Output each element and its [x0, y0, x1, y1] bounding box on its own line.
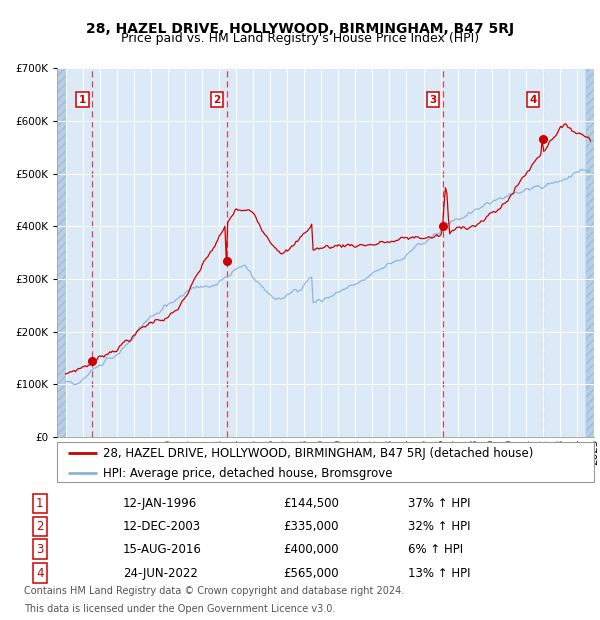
- Text: £400,000: £400,000: [283, 542, 339, 556]
- Text: 3: 3: [36, 542, 43, 556]
- Text: £565,000: £565,000: [283, 567, 339, 580]
- Text: 4: 4: [529, 95, 537, 105]
- Text: Contains HM Land Registry data © Crown copyright and database right 2024.: Contains HM Land Registry data © Crown c…: [24, 587, 404, 596]
- Text: 2: 2: [36, 520, 44, 533]
- Bar: [57, 68, 67, 437]
- Text: 6% ↑ HPI: 6% ↑ HPI: [407, 542, 463, 556]
- Text: £335,000: £335,000: [283, 520, 339, 533]
- Text: 12-JAN-1996: 12-JAN-1996: [122, 497, 197, 510]
- Text: 12-DEC-2003: 12-DEC-2003: [122, 520, 201, 533]
- Text: 2: 2: [214, 95, 221, 105]
- Text: 15-AUG-2016: 15-AUG-2016: [122, 542, 202, 556]
- Bar: [57, 68, 67, 437]
- Text: Price paid vs. HM Land Registry's House Price Index (HPI): Price paid vs. HM Land Registry's House …: [121, 32, 479, 45]
- Text: 28, HAZEL DRIVE, HOLLYWOOD, BIRMINGHAM, B47 5RJ: 28, HAZEL DRIVE, HOLLYWOOD, BIRMINGHAM, …: [86, 22, 514, 36]
- Text: £144,500: £144,500: [283, 497, 340, 510]
- Text: HPI: Average price, detached house, Bromsgrove: HPI: Average price, detached house, Brom…: [103, 467, 392, 480]
- Bar: [586, 68, 596, 437]
- Text: 24-JUN-2022: 24-JUN-2022: [122, 567, 197, 580]
- FancyBboxPatch shape: [57, 442, 594, 482]
- Text: 4: 4: [36, 567, 44, 580]
- Text: 32% ↑ HPI: 32% ↑ HPI: [407, 520, 470, 533]
- Text: 1: 1: [79, 95, 86, 105]
- Text: 37% ↑ HPI: 37% ↑ HPI: [407, 497, 470, 510]
- Bar: [586, 68, 596, 437]
- Text: 28, HAZEL DRIVE, HOLLYWOOD, BIRMINGHAM, B47 5RJ (detached house): 28, HAZEL DRIVE, HOLLYWOOD, BIRMINGHAM, …: [103, 447, 533, 460]
- Text: 1: 1: [36, 497, 44, 510]
- Text: 3: 3: [430, 95, 437, 105]
- Text: 13% ↑ HPI: 13% ↑ HPI: [407, 567, 470, 580]
- Text: This data is licensed under the Open Government Licence v3.0.: This data is licensed under the Open Gov…: [24, 604, 335, 614]
